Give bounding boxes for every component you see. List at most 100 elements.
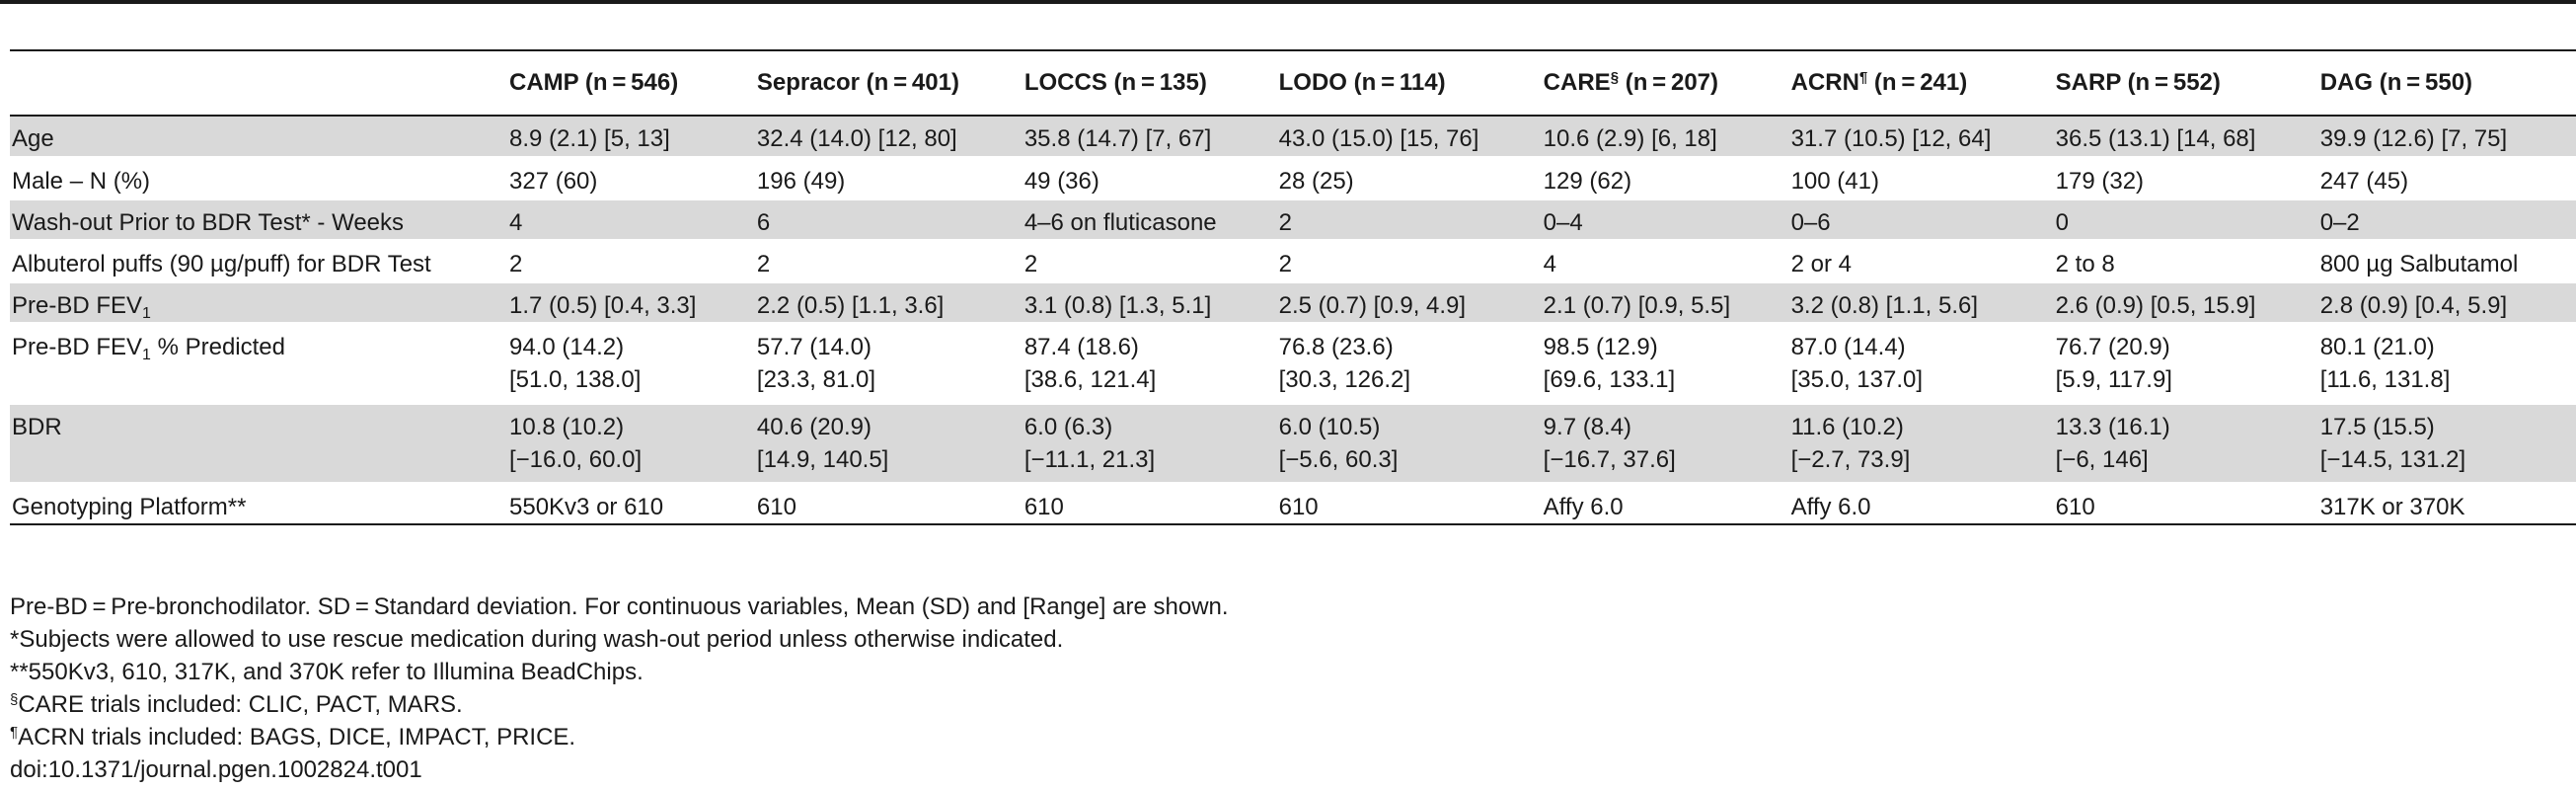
footnote-text: *Subjects were allowed to use rescue med… bbox=[10, 626, 1064, 653]
column-header-dag: DAG (n = 550) bbox=[2314, 50, 2576, 116]
cell-line: [−2.7, 73.9] bbox=[1790, 445, 1911, 473]
table-cell: 247 (45) bbox=[2314, 157, 2576, 198]
column-name: LODO bbox=[1278, 69, 1347, 96]
cell-line: 39.9 (12.6) [7, 75] bbox=[2319, 125, 2508, 152]
footnote: *Subjects were allowed to use rescue med… bbox=[10, 623, 1229, 656]
column-sample-size: (n = 114) bbox=[1353, 69, 1446, 96]
table-cell: 9.7 (8.4) [−16.7, 37.6] bbox=[1538, 403, 1785, 483]
table-cell: 49 (36) bbox=[1019, 157, 1273, 198]
cell-line: 196 (49) bbox=[756, 167, 846, 195]
footnote: §CARE trials included: CLIC, PACT, MARS. bbox=[10, 688, 1229, 721]
table-row: Pre-BD FEV1 1.7 (0.5) [0.4, 3.3] 2.2 (0.5)… bbox=[10, 281, 2576, 323]
cell-line: 9.7 (8.4) bbox=[1543, 413, 1632, 440]
row-label-text: Wash-out Prior to BDR Test* - Weeks bbox=[12, 208, 405, 236]
table-cell: 32.4 (14.0) [12, 80] bbox=[751, 116, 1019, 157]
cell-line: 10.8 (10.2) bbox=[509, 413, 625, 440]
cell-line: 2 bbox=[756, 250, 771, 277]
table-cell: 98.5 (12.9) [69.6, 133.1] bbox=[1538, 323, 1785, 403]
table-cell: Affy 6.0 bbox=[1538, 483, 1785, 524]
table-cell: 0–2 bbox=[2314, 198, 2576, 240]
table-cell: 0–6 bbox=[1785, 198, 2050, 240]
cell-line: [−16.0, 60.0] bbox=[509, 445, 643, 473]
cell-line: 2 bbox=[1278, 208, 1292, 236]
row-label-subscript: 1 bbox=[142, 304, 151, 322]
cell-line: [5.9, 117.9] bbox=[2055, 365, 2172, 393]
table-cell: 610 bbox=[1273, 483, 1538, 524]
column-sample-size: (n = 552) bbox=[2127, 69, 2221, 96]
table-footnotes: Pre-BD = Pre-bronchodilator. SD = Standa… bbox=[10, 591, 1229, 786]
table-cell: 35.8 (14.7) [7, 67] bbox=[1019, 116, 1273, 157]
column-header-sepracor: Sepracor (n = 401) bbox=[751, 50, 1019, 116]
cell-line: 800 µg Salbutamol bbox=[2319, 250, 2519, 277]
table-cell: 28 (25) bbox=[1273, 157, 1538, 198]
table-cell: 610 bbox=[1019, 483, 1273, 524]
column-header-care: CARE§ (n = 207) bbox=[1538, 50, 1785, 116]
cell-line: 76.8 (23.6) bbox=[1278, 333, 1394, 360]
table-row: Male – N (%) 327 (60) 196 (49) 49 (36) 28 (2… bbox=[10, 157, 2576, 198]
cell-line: 76.7 (20.9) bbox=[2055, 333, 2170, 360]
footnote: ¶ACRN trials included: BAGS, DICE, IMPAC… bbox=[10, 721, 1229, 753]
table-cell: 800 µg Salbutamol bbox=[2314, 240, 2576, 281]
header-row: CAMP (n = 546) Sepracor (n = 401) LOCCS (n… bbox=[10, 50, 2576, 116]
column-name: CAMP bbox=[509, 69, 579, 96]
column-name: DAG bbox=[2319, 69, 2374, 96]
row-label: Male – N (%) bbox=[10, 157, 503, 198]
cell-line: 610 bbox=[2055, 493, 2095, 520]
footnote-marker: ¶ bbox=[10, 724, 19, 741]
cell-line: 94.0 (14.2) bbox=[509, 333, 625, 360]
table-row: Age 8.9 (2.1) [5, 13] 32.4 (14.0) [12, 80]… bbox=[10, 116, 2576, 157]
cell-line: [−11.1, 21.3] bbox=[1023, 445, 1156, 473]
table-cell: 87.0 (14.4) [35.0, 137.0] bbox=[1785, 323, 2050, 403]
cell-line: 247 (45) bbox=[2319, 167, 2409, 195]
column-name: SARP bbox=[2055, 69, 2121, 96]
table-cell: 2 bbox=[1273, 240, 1538, 281]
cell-line: 17.5 (15.5) bbox=[2319, 413, 2435, 440]
row-label: Genotyping Platform** bbox=[10, 483, 503, 524]
table-cell: 2 bbox=[1019, 240, 1273, 281]
cell-line: 8.9 (2.1) [5, 13] bbox=[509, 125, 670, 152]
cell-line: 0–6 bbox=[1790, 208, 1831, 236]
table-cell: 94.0 (14.2) [51.0, 138.0] bbox=[503, 323, 751, 403]
column-sample-size: (n = 550) bbox=[2379, 69, 2473, 96]
table-header: CAMP (n = 546) Sepracor (n = 401) LOCCS (n… bbox=[10, 50, 2576, 116]
column-name: LOCCS bbox=[1023, 69, 1107, 96]
table-cell: 10.8 (10.2) [−16.0, 60.0] bbox=[503, 403, 751, 483]
cell-line: [−14.5, 131.2] bbox=[2319, 445, 2466, 473]
footnote-text: **550Kv3, 610, 317K, and 370K refer to I… bbox=[10, 659, 644, 685]
table-cell: 2 bbox=[751, 240, 1019, 281]
cell-line: 49 (36) bbox=[1023, 167, 1099, 195]
cell-line: 80.1 (21.0) bbox=[2319, 333, 2435, 360]
table-body: Age 8.9 (2.1) [5, 13] 32.4 (14.0) [12, 80]… bbox=[10, 116, 2576, 524]
column-sample-size: (n = 241) bbox=[1873, 69, 1968, 96]
cell-line: 87.0 (14.4) bbox=[1790, 333, 1906, 360]
cell-line: 2 to 8 bbox=[2055, 250, 2115, 277]
table-cell: 43.0 (15.0) [15, 76] bbox=[1273, 116, 1538, 157]
table-cell: 2 or 4 bbox=[1785, 240, 2050, 281]
cell-line: Affy 6.0 bbox=[1790, 493, 1871, 520]
table-cell: 129 (62) bbox=[1538, 157, 1785, 198]
cell-line: 2.8 (0.9) [0.4, 5.9] bbox=[2319, 291, 2508, 319]
row-label-subscript: 1 bbox=[142, 346, 151, 363]
cell-line: [38.6, 121.4] bbox=[1023, 365, 1157, 393]
cell-line: 0–4 bbox=[1543, 208, 1583, 236]
table-cell: 76.8 (23.6) [30.3, 126.2] bbox=[1273, 323, 1538, 403]
footnote: Pre-BD = Pre-bronchodilator. SD = Standa… bbox=[10, 591, 1229, 623]
table-cell: 11.6 (10.2) [−2.7, 73.9] bbox=[1785, 403, 2050, 483]
cell-line: 6.0 (10.5) bbox=[1278, 413, 1381, 440]
table-cell: 196 (49) bbox=[751, 157, 1019, 198]
cell-line: 550Kv3 or 610 bbox=[509, 493, 664, 520]
column-footnote-marker: ¶ bbox=[1858, 69, 1868, 86]
cell-line: [51.0, 138.0] bbox=[509, 365, 642, 393]
table-cell: 550Kv3 or 610 bbox=[503, 483, 751, 524]
cell-line: 327 (60) bbox=[509, 167, 598, 195]
header-corner bbox=[10, 50, 503, 116]
cell-line: 0 bbox=[2055, 208, 2069, 236]
cell-line: 28 (25) bbox=[1278, 167, 1354, 195]
cell-line: [35.0, 137.0] bbox=[1790, 365, 1924, 393]
cell-line: 6.0 (6.3) bbox=[1023, 413, 1113, 440]
cell-line: 98.5 (12.9) bbox=[1543, 333, 1658, 360]
column-header-loccs: LOCCS (n = 135) bbox=[1019, 50, 1273, 116]
row-label-text: Genotyping Platform** bbox=[12, 493, 247, 520]
cell-line: 57.7 (14.0) bbox=[756, 333, 871, 360]
column-sample-size: (n = 401) bbox=[866, 69, 959, 96]
